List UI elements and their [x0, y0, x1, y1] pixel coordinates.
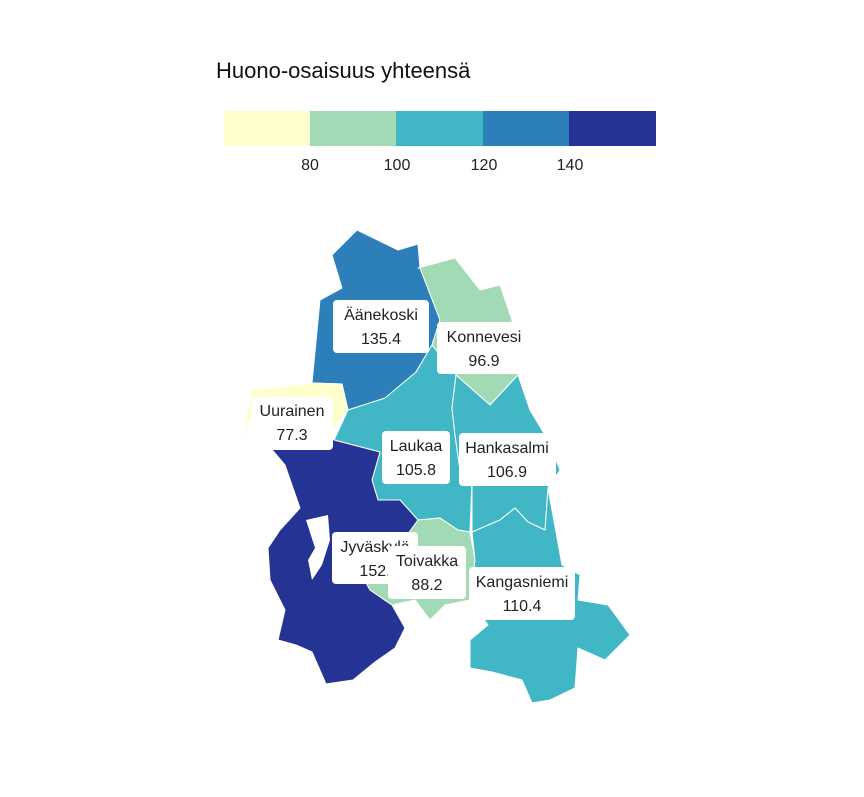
label-value: 152.: [359, 563, 390, 580]
label-value: 77.3: [276, 427, 307, 444]
legend-tick-1: 80: [301, 157, 319, 174]
label-value: 105.8: [396, 462, 436, 479]
label-value: 110.4: [503, 598, 542, 615]
legend-tick-4: 140: [557, 157, 584, 174]
legend-swatch-1: [224, 111, 311, 146]
label-value: 88.2: [411, 577, 442, 594]
label-konnevesi: Konnevesi 96.9: [437, 322, 531, 374]
legend-swatch-5: [569, 111, 656, 146]
label-toivakka: Toivakka 88.2: [388, 546, 466, 599]
label-hankasalmi: Hankasalmi 106.9: [459, 433, 556, 486]
legend-swatch-4: [483, 111, 570, 146]
legend-swatch-2: [310, 111, 397, 146]
label-name: Hankasalmi: [465, 440, 549, 457]
label-uurainen: Uurainen 77.3: [251, 397, 333, 450]
legend-tick-3: 120: [471, 157, 498, 174]
legend-swatch-3: [396, 111, 484, 146]
label-name: Toivakka: [396, 553, 458, 570]
label-aanekoski: Äänekoski 135.4: [333, 300, 429, 353]
label-laukaa: Laukaa 105.8: [382, 431, 450, 484]
label-name: Äänekoski: [344, 306, 418, 324]
label-name: Kangasniemi: [476, 574, 569, 591]
label-value: 96.9: [468, 353, 499, 370]
label-name: Konnevesi: [447, 329, 522, 346]
label-name: Uurainen: [260, 403, 325, 420]
jyvaskyla-lake: [306, 515, 330, 580]
legend: Huono-osaisuus yhteensä 80 100 120 140: [216, 58, 656, 174]
label-kangasniemi: Kangasniemi 110.4: [469, 567, 575, 620]
label-value: 135.4: [361, 331, 401, 348]
label-value: 106.9: [487, 464, 527, 481]
legend-tick-2: 100: [384, 157, 411, 174]
legend-title: Huono-osaisuus yhteensä: [216, 58, 471, 83]
label-name: Laukaa: [390, 438, 443, 455]
region-labels: Äänekoski 135.4 Konnevesi 96.9 Uurainen …: [251, 300, 575, 620]
